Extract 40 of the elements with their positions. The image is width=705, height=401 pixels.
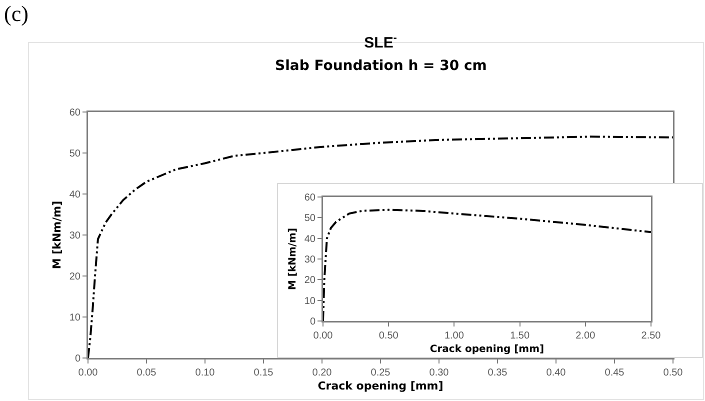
y-tick-label: 60 (69, 108, 81, 118)
y-tick-label: 50 (304, 213, 316, 224)
y-tick-label: 60 (304, 192, 316, 204)
y-tick-label: 10 (69, 312, 81, 324)
x-tick-label: 0.10 (195, 368, 216, 378)
y-axis-title: M [kNm/m] (288, 228, 299, 290)
x-tick-label: 1.50 (510, 330, 530, 342)
y-tick-label: 30 (304, 254, 316, 266)
y-tick-label: 40 (69, 190, 81, 200)
x-tick-label: 2.00 (576, 330, 596, 342)
x-tick-label: 0.50 (663, 368, 684, 378)
y-axis-title: M [kNm/m] (50, 200, 64, 270)
x-axis-title: Crack opening [mm] (430, 344, 544, 355)
x-tick-label: 0.50 (378, 330, 399, 342)
x-tick-label: 1.00 (444, 330, 464, 342)
line-series (323, 208, 651, 321)
x-axis-title: Crack opening [mm] (318, 379, 444, 392)
chart-subtitle: Slab Foundation h = 30 cm (275, 58, 487, 74)
x-tick-label: 0.15 (254, 368, 274, 378)
x-tick-label: 0.20 (312, 368, 332, 378)
line-series (88, 136, 673, 358)
text: (c) (4, 1, 28, 26)
y-tick-label: 0 (74, 354, 81, 364)
x-tick-label: 0.35 (488, 368, 508, 378)
y-tick-label: 20 (69, 272, 81, 282)
x-tick-label: 0.40 (546, 368, 566, 378)
y-tick-label: 40 (304, 234, 316, 245)
y-tick-label: 20 (304, 275, 316, 286)
x-tick-label: 0.05 (136, 368, 157, 378)
x-tick-label: 2.50 (641, 330, 662, 342)
chart-title: SLE$^{-}$ (364, 32, 398, 52)
x-tick-label: 0.00 (313, 330, 334, 342)
x-tick-label: 0.00 (78, 368, 98, 378)
y-tick-label: 10 (304, 296, 316, 307)
y-tick-label: 0 (310, 316, 316, 328)
x-tick-label: 0.30 (429, 368, 450, 378)
y-tick-label: 30 (69, 230, 81, 242)
x-tick-label: 0.25 (370, 368, 391, 378)
x-tick-label: 0.45 (604, 368, 625, 378)
y-tick-label: 50 (69, 148, 81, 160)
